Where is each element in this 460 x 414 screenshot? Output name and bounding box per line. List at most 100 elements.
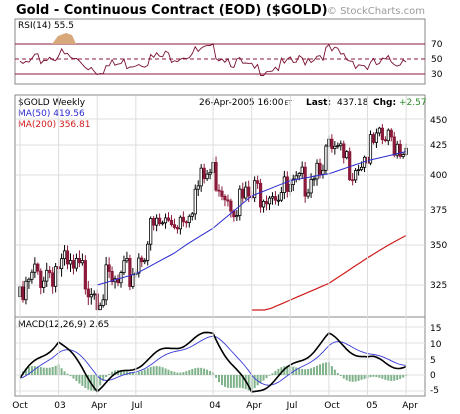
candle-body xyxy=(220,190,224,197)
candle-body xyxy=(80,260,84,264)
candle-body xyxy=(282,176,286,193)
x-tick-03: 03 xyxy=(54,401,65,411)
candle-body xyxy=(68,260,73,265)
candle-body xyxy=(309,178,313,194)
candle-body xyxy=(368,134,373,164)
candle-body xyxy=(241,188,245,199)
candle-body xyxy=(98,305,102,311)
candle-body xyxy=(354,170,358,181)
candle-body xyxy=(318,162,322,175)
candle-body xyxy=(339,143,343,147)
candle-body xyxy=(351,179,355,182)
candle-body xyxy=(74,257,79,269)
price-tick-425: 425 xyxy=(430,141,447,151)
candle-body xyxy=(258,182,263,208)
candle-body xyxy=(270,196,275,199)
candle-body xyxy=(169,219,174,226)
candle-body xyxy=(137,257,141,274)
candle-body xyxy=(229,200,233,212)
candle-body xyxy=(89,294,93,298)
x-tick-04: 04 xyxy=(209,401,221,411)
price-series xyxy=(18,124,408,311)
x-tick-apr-2005: Apr xyxy=(402,401,418,411)
last-label: Last: xyxy=(306,98,331,108)
candle-body xyxy=(160,222,165,225)
candle-body xyxy=(267,197,272,205)
macd-tick-0: 0 xyxy=(430,371,436,381)
candle-body xyxy=(196,185,200,190)
rsi-label: RSI(14) 55.5 xyxy=(18,21,74,31)
candle-body xyxy=(92,293,96,296)
candle-body xyxy=(247,186,251,197)
chart-title: Gold - Continuous Contract (EOD) ($GOLD) xyxy=(16,3,328,18)
candle-body xyxy=(155,217,159,226)
candle-body xyxy=(395,143,399,156)
candle-body xyxy=(175,227,180,230)
candle-body xyxy=(330,138,334,149)
candle-body xyxy=(205,173,209,180)
candle-body xyxy=(324,145,328,171)
candle-body xyxy=(59,258,64,270)
candle-body xyxy=(128,258,132,287)
candle-body xyxy=(48,269,52,274)
candle-body xyxy=(253,180,257,199)
candle-body xyxy=(71,260,76,269)
candle-body xyxy=(83,260,87,290)
candle-body xyxy=(166,217,171,221)
candle-body xyxy=(62,250,67,260)
candle-body xyxy=(208,172,212,175)
candle-body xyxy=(279,192,283,201)
candle-body xyxy=(178,216,182,230)
price-tick-400: 400 xyxy=(430,171,447,181)
candle-body xyxy=(152,218,156,226)
candle-body xyxy=(149,218,153,245)
candle-body xyxy=(163,217,168,224)
candle-body xyxy=(342,143,346,159)
candle-body xyxy=(389,129,393,138)
candle-body xyxy=(285,176,289,192)
candle-body xyxy=(214,162,218,191)
candle-body xyxy=(374,132,379,143)
candle-body xyxy=(190,213,194,217)
candle-body xyxy=(380,127,384,141)
chg-value: +2.57 xyxy=(399,98,427,108)
macd-tick-neg5: -5 xyxy=(430,386,439,396)
rsi-line xyxy=(19,43,407,76)
candle-body xyxy=(357,169,361,172)
rsi-overbought-fill xyxy=(52,33,76,44)
candle-body xyxy=(122,260,126,273)
candle-body xyxy=(300,166,304,174)
candle-body xyxy=(143,260,147,263)
candle-body xyxy=(345,151,349,159)
candle-body xyxy=(181,216,185,223)
candle-body xyxy=(36,263,40,272)
candle-body xyxy=(199,167,203,187)
price-date: 26-Apr-2005 16:00ET xyxy=(199,98,292,108)
candle-body xyxy=(30,271,34,280)
ma50-label: MA(50) 419.56 xyxy=(18,109,85,119)
x-tick-oct-2004: Oct xyxy=(324,401,340,411)
candle-body xyxy=(273,196,278,201)
candle-body xyxy=(294,175,298,180)
candle-body xyxy=(223,196,227,201)
candle-body xyxy=(21,286,25,301)
candle-body xyxy=(125,258,129,262)
candle-body xyxy=(348,151,352,181)
rsi-tick-70: 70 xyxy=(431,40,443,50)
candle-body xyxy=(33,263,37,273)
price-panel xyxy=(14,94,426,319)
candle-body xyxy=(291,178,295,186)
candle-body xyxy=(107,264,111,272)
x-tick-apr-2003: Apr xyxy=(91,401,107,411)
candle-body xyxy=(306,192,310,197)
candle-body xyxy=(276,199,281,202)
candle-body xyxy=(261,200,266,208)
candle-body xyxy=(101,299,105,306)
price-tick-375: 375 xyxy=(430,206,447,216)
last-value: 437.18 xyxy=(337,98,369,108)
candle-body xyxy=(392,136,396,156)
candle-body xyxy=(86,288,90,298)
candle-body xyxy=(371,134,376,143)
candle-body xyxy=(244,186,248,199)
candle-body xyxy=(336,145,340,148)
